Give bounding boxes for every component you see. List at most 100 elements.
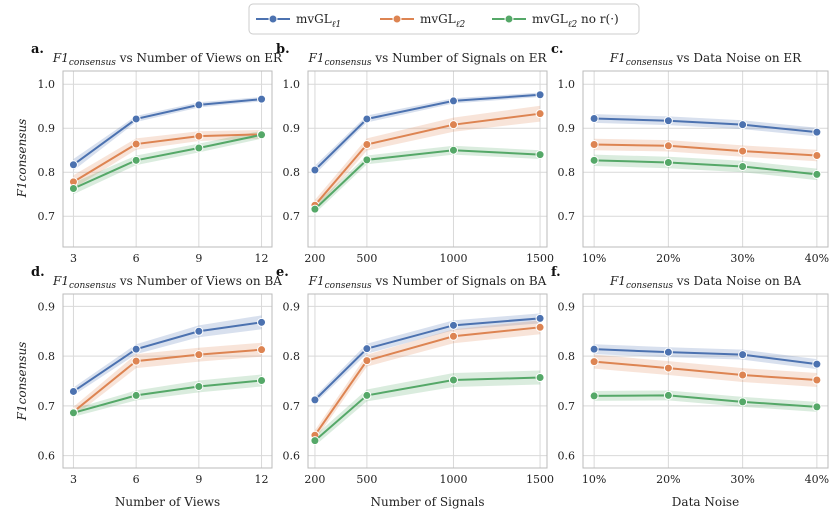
x-tick-label: 12 <box>255 252 269 265</box>
data-point <box>589 114 599 124</box>
panel-title: F1consensus vs Number of Signals on BA <box>308 274 547 291</box>
title-rest: vs Number of Signals on ER <box>372 51 548 65</box>
panel-3: 0.6 0.7 0.8 0.9 3 6 9 12 Number of Views F1consen… <box>31 265 282 509</box>
plot-frame <box>582 70 829 248</box>
data-point <box>535 313 545 323</box>
x-tick-label: 40% <box>805 252 829 265</box>
x-tick-label: 30% <box>730 252 754 265</box>
series-band <box>314 145 541 214</box>
plot-frame <box>307 293 548 469</box>
data-point <box>738 161 748 171</box>
title-subscript: consensus <box>69 281 116 291</box>
y-tick-label: 1.0 <box>558 78 576 91</box>
plot-frame <box>582 293 829 469</box>
data-point <box>362 155 372 165</box>
data-point <box>535 109 545 119</box>
y-tick-label: 0.7 <box>558 400 576 413</box>
y-tick-label: 0.8 <box>38 350 56 363</box>
data-point <box>194 381 204 391</box>
panel-title: F1consensus vs Number of Views on BA <box>52 274 282 291</box>
legend-frame <box>248 3 640 35</box>
y-tick-label: 0.9 <box>558 122 576 135</box>
data-point <box>68 408 78 418</box>
series-line <box>72 321 262 393</box>
data-point <box>663 390 673 400</box>
x-tick-label: 30% <box>730 473 754 486</box>
panel-title: F1consensus vs Data Noise on ER <box>609 51 802 68</box>
x-tick-label: 200 <box>304 473 325 486</box>
legend-label-2: mvGL <box>532 12 568 26</box>
y-tick-label: 0.9 <box>38 122 56 135</box>
series-line <box>73 379 262 414</box>
y-tick-label: 0.9 <box>283 122 301 135</box>
data-point <box>362 344 372 354</box>
legend-sub-1: ℓ2 <box>456 20 466 30</box>
data-point <box>589 357 599 367</box>
plot-area <box>583 294 828 468</box>
title-f1: F1 <box>52 274 69 288</box>
data-point <box>535 150 545 160</box>
x-tick-label: 3 <box>70 473 77 486</box>
legend-suffix-2: no r(·) <box>577 12 619 26</box>
y-tick-label: 0.7 <box>283 210 301 223</box>
title-rest: vs Number of Signals on BA <box>372 274 547 288</box>
data-point <box>131 344 141 354</box>
x-tick-label: 6 <box>133 252 140 265</box>
legend-sub-2: ℓ2 <box>568 20 578 30</box>
series-line <box>594 394 817 408</box>
series-line <box>594 143 817 157</box>
panel-4: 0.6 0.7 0.8 0.9 200 500 1000 1500 Number of Sign… <box>276 265 554 509</box>
data-point <box>68 183 78 193</box>
data-point <box>362 139 372 149</box>
x-tick-label: 1500 <box>526 473 554 486</box>
title-subscript: consensus <box>626 281 673 291</box>
y-tick-label: 0.6 <box>558 450 576 463</box>
data-point <box>738 146 748 156</box>
svg-text:mvGLℓ1: mvGLℓ1 <box>296 12 341 30</box>
y-tick-label: 0.6 <box>38 450 56 463</box>
y-tick-label: 0.9 <box>283 300 301 313</box>
y-tick-label: 0.8 <box>283 166 301 179</box>
data-point <box>589 139 599 149</box>
data-point <box>663 116 673 126</box>
data-point <box>310 436 320 446</box>
panel-5: 0.6 0.7 0.8 0.9 10% 20% 30% 40% Data Noise F1cons… <box>551 265 829 509</box>
legend: mvGLℓ1 mvGLℓ2 mvGLℓ2 no r(·) <box>248 3 640 35</box>
legend-entry-2: mvGLℓ2 no r(·) <box>492 12 619 30</box>
data-point <box>257 317 267 327</box>
data-point <box>362 356 372 366</box>
panel-letter: e. <box>276 265 289 280</box>
data-point <box>812 402 822 412</box>
title-rest: vs Number of Views on ER <box>116 51 283 65</box>
data-point <box>68 160 78 170</box>
legend-marker-0 <box>268 14 278 24</box>
data-point <box>362 390 372 400</box>
legend-label-1: mvGL <box>420 12 456 26</box>
data-point <box>310 204 320 214</box>
series-line <box>594 360 817 382</box>
data-point <box>131 114 141 124</box>
y-tick-label: 0.9 <box>558 300 576 313</box>
data-point <box>738 370 748 380</box>
data-point <box>257 376 267 386</box>
plot-area <box>63 71 272 247</box>
data-point <box>663 363 673 373</box>
panel-0: 0.7 0.8 0.9 1.0 3 6 9 12 F1consensus vs Number o… <box>31 42 283 265</box>
title-rest: vs Data Noise on BA <box>673 274 801 288</box>
data-point <box>448 331 458 341</box>
x-tick-label: 1000 <box>439 252 467 265</box>
data-point <box>812 359 822 369</box>
y-tick-label: 0.8 <box>558 166 576 179</box>
title-subscript: consensus <box>69 58 116 68</box>
series-band <box>314 92 541 175</box>
plot-area <box>583 71 828 247</box>
x-tick-label: 3 <box>70 252 77 265</box>
x-axis-label: Data Noise <box>672 495 739 509</box>
data-point <box>738 120 748 130</box>
data-point <box>812 169 822 179</box>
x-tick-label: 200 <box>304 252 325 265</box>
y-tick-label: 0.7 <box>283 400 301 413</box>
data-point <box>448 96 458 106</box>
